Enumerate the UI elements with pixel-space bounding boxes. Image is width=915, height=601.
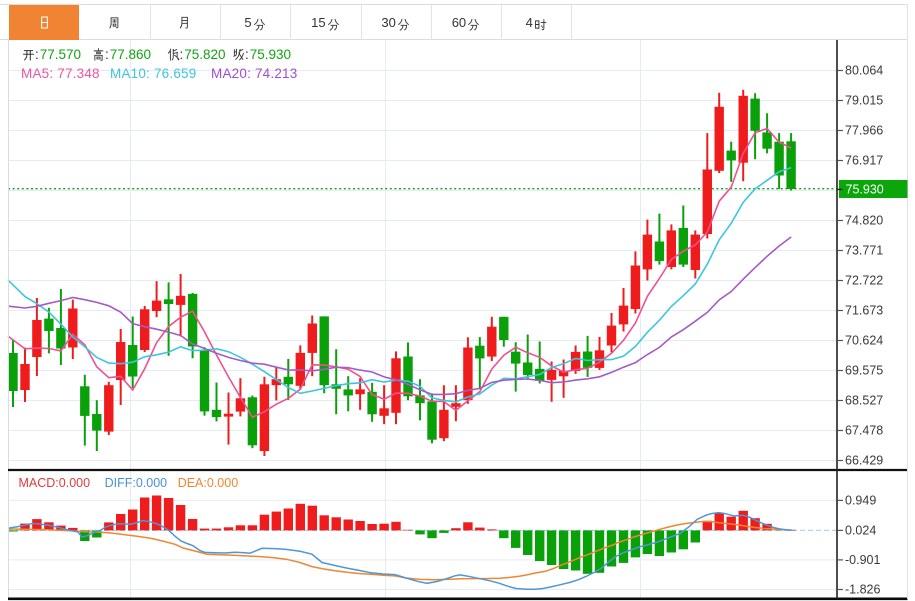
svg-text:73.771: 73.771	[845, 244, 883, 258]
svg-text:80.064: 80.064	[845, 64, 883, 78]
svg-text:71.673: 71.673	[845, 304, 883, 318]
svg-text:72.722: 72.722	[845, 274, 883, 288]
svg-text:68.527: 68.527	[845, 394, 883, 408]
svg-text:67.478: 67.478	[845, 424, 883, 438]
svg-text:77.966: 77.966	[845, 124, 883, 138]
svg-text:0.024: 0.024	[845, 524, 876, 538]
svg-text:66.429: 66.429	[845, 454, 883, 468]
svg-text:0.949: 0.949	[845, 494, 876, 508]
svg-text:-0.901: -0.901	[845, 553, 880, 567]
svg-text:-1.826: -1.826	[845, 583, 880, 597]
svg-text:70.624: 70.624	[845, 334, 883, 348]
svg-text:69.575: 69.575	[845, 364, 883, 378]
svg-text:79.015: 79.015	[845, 94, 883, 108]
svg-text:74.820: 74.820	[845, 214, 883, 228]
svg-text:75.930: 75.930	[846, 182, 884, 196]
svg-text:76.917: 76.917	[845, 154, 883, 168]
